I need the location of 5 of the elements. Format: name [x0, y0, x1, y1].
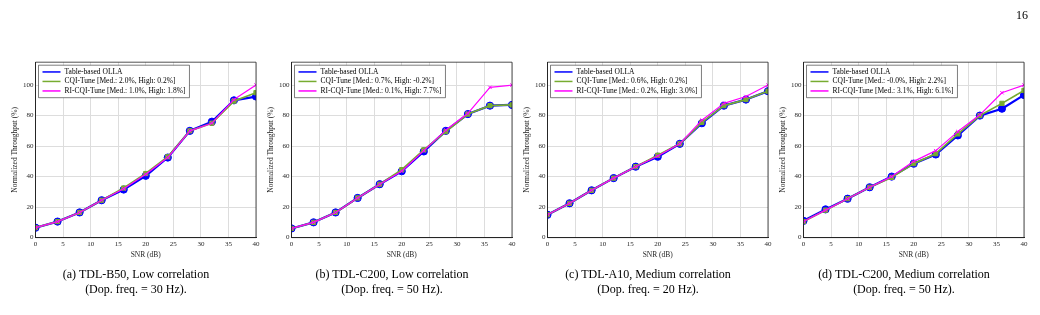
text: (c) TDL-A10, Medium correlation (Dop. freq. = 20 Hz). — [564, 267, 732, 297]
text: (a) TDL-B50, Low correlation (Dop. freq. = 30 Hz). — [61, 267, 211, 297]
text: 16 — [1016, 8, 1028, 22]
text: (d) TDL-C200, Medium correlation (Dop. freq. = 50 Hz). — [817, 267, 991, 297]
text: (b) TDL-C200, Low correlation (Dop. freq. = 50 Hz). — [314, 267, 470, 297]
